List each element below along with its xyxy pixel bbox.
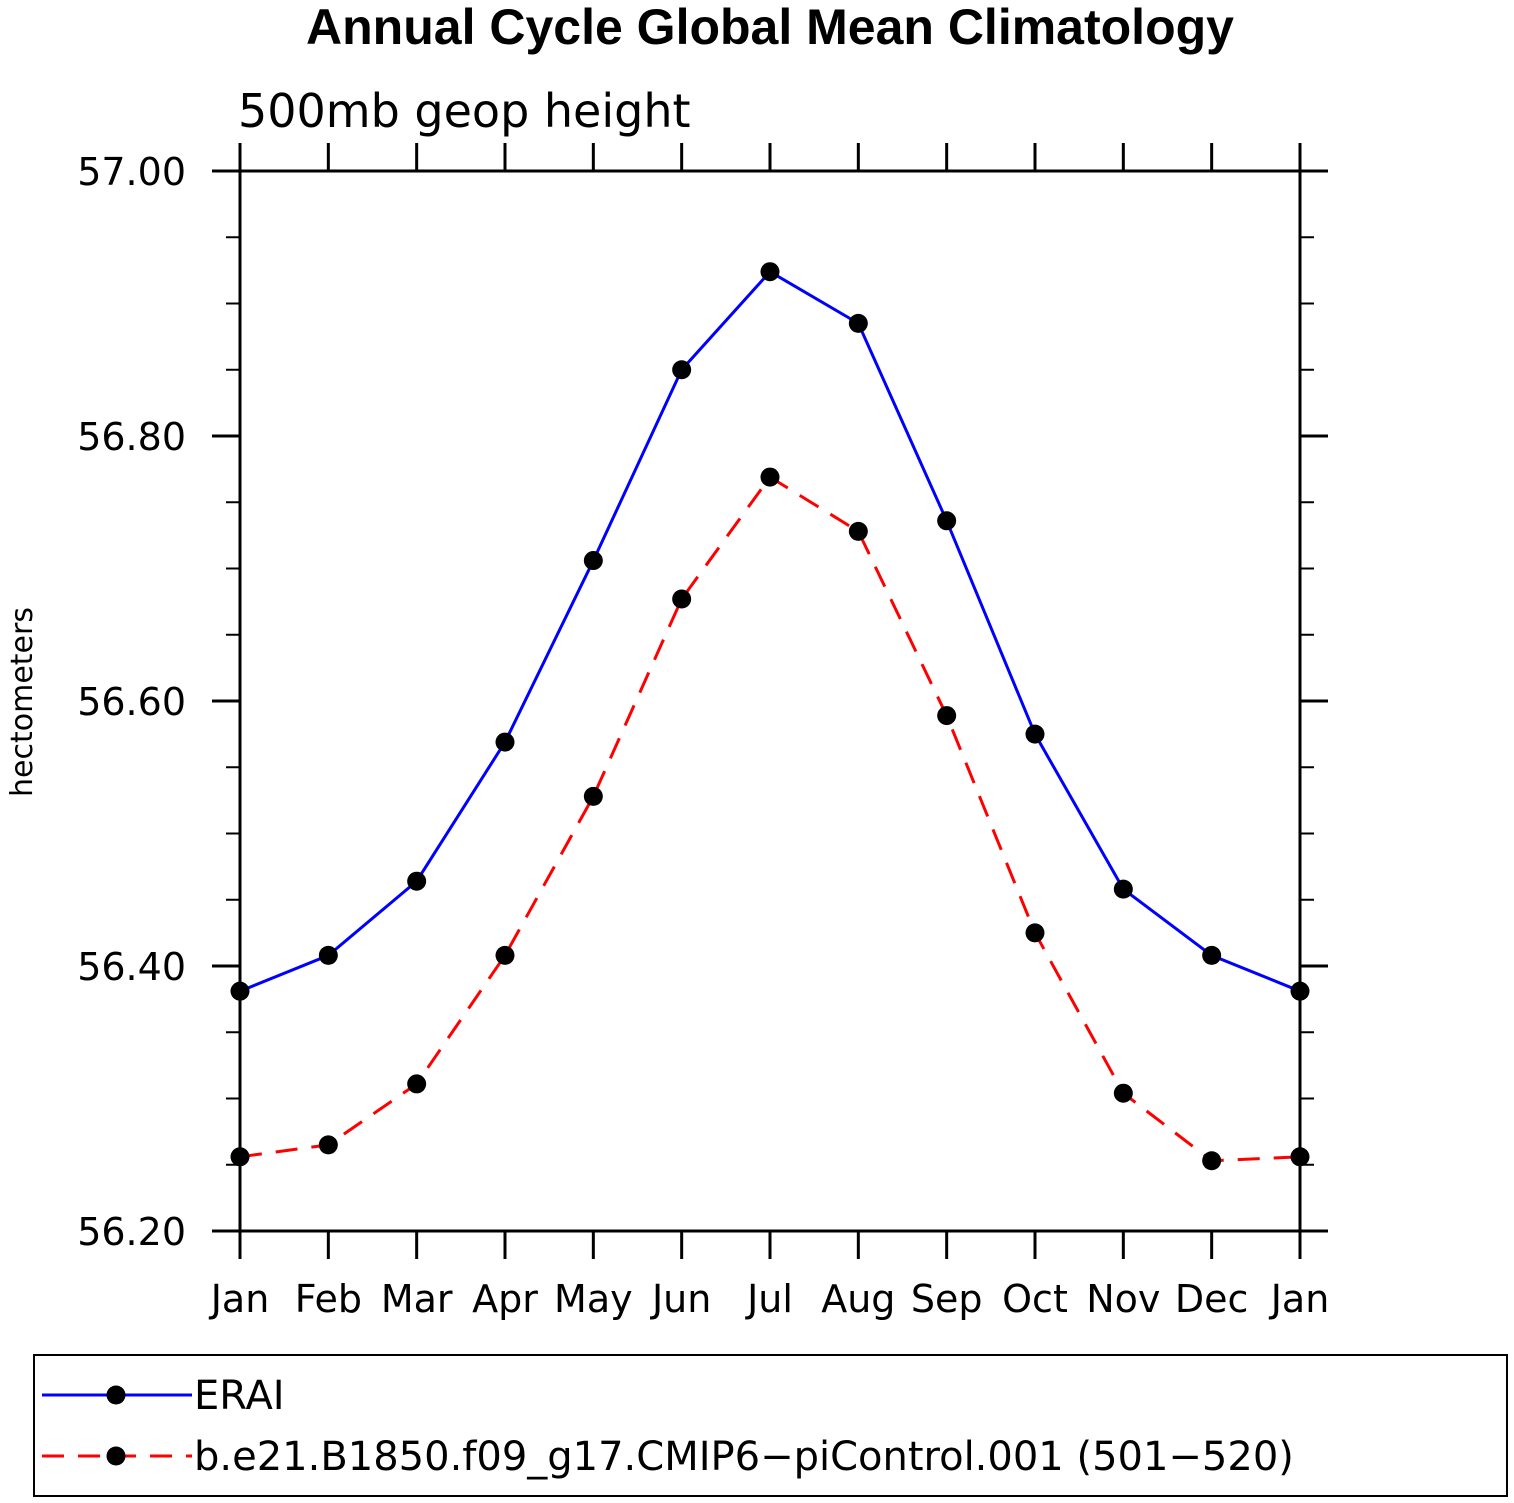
- x-tick-label: Jun: [650, 1277, 711, 1321]
- series-1-point: [937, 706, 957, 726]
- series-1-point: [318, 1135, 338, 1155]
- series-1-point: [1113, 1083, 1133, 1103]
- x-tick-label: Oct: [1002, 1277, 1068, 1321]
- series-0-point: [318, 945, 338, 965]
- series-0-point: [495, 732, 515, 752]
- x-tick-label: Nov: [1086, 1277, 1160, 1321]
- series-1-point: [1025, 923, 1045, 943]
- legend-label-1: b.e21.B1850.f09_g17.CMIP6−piControl.001 …: [194, 1434, 1294, 1480]
- series-1-point: [848, 521, 868, 541]
- chart-subtitle: 500mb geop height: [238, 84, 691, 138]
- x-tick-label: Apr: [472, 1277, 538, 1321]
- x-tick-label: Feb: [295, 1277, 362, 1321]
- y-tick-label: 56.60: [77, 680, 186, 724]
- y-tick-label: 56.40: [77, 945, 186, 989]
- series-1-point: [495, 945, 515, 965]
- chart-title: Annual Cycle Global Mean Climatology: [306, 0, 1234, 55]
- x-tick-label: Sep: [911, 1277, 983, 1321]
- series-0-point: [760, 262, 780, 282]
- series-line-0: [239, 269, 1301, 993]
- y-tick-label: 57.00: [77, 150, 186, 194]
- series-1-point: [1202, 1151, 1222, 1171]
- legend: ERAI b.e21.B1850.f09_g17.CMIP6−piControl.…: [42, 1373, 1294, 1480]
- series-0-point: [848, 313, 868, 333]
- x-tick-label: Jan: [1269, 1277, 1330, 1321]
- series-0-point: [672, 360, 692, 380]
- axis-ticks: Jan Feb Mar Apr May Jun Jul Aug Sep Oct Nov Dec Jan 5…: [77, 143, 1329, 1321]
- x-tick-label: Aug: [821, 1277, 895, 1321]
- y-tick-label: 56.80: [77, 415, 186, 459]
- series-0-point: [1025, 724, 1045, 744]
- x-tick-label: Jul: [745, 1277, 793, 1321]
- series-1-point: [1290, 1147, 1310, 1167]
- x-tick-label: Mar: [381, 1277, 453, 1321]
- y-axis-label: hectometers: [5, 607, 40, 797]
- series-0-point: [583, 551, 603, 571]
- x-tick-label: May: [554, 1277, 633, 1321]
- series-1-point: [583, 786, 603, 806]
- x-tick-label: Dec: [1175, 1277, 1249, 1321]
- series-line-1: [239, 475, 1301, 1163]
- series-1-point: [230, 1147, 250, 1167]
- series-0-point: [1113, 879, 1133, 899]
- series-0-point: [407, 871, 427, 891]
- plot-frame: [238, 169, 1302, 1233]
- legend-box: [33, 1354, 1508, 1497]
- series-layer: [230, 262, 1310, 1171]
- series-1-point: [760, 467, 780, 487]
- y-tick-label: 56.20: [77, 1210, 186, 1254]
- series-0-point: [937, 511, 957, 531]
- legend-marker-1: [106, 1446, 126, 1466]
- series-1-point: [672, 589, 692, 609]
- series-0-point: [230, 981, 250, 1001]
- series-0-point: [1202, 945, 1222, 965]
- x-tick-label: Jan: [209, 1277, 270, 1321]
- legend-marker-0: [106, 1385, 126, 1405]
- legend-label-0: ERAI: [194, 1373, 285, 1419]
- series-0-point: [1290, 981, 1310, 1001]
- series-1-point: [407, 1074, 427, 1094]
